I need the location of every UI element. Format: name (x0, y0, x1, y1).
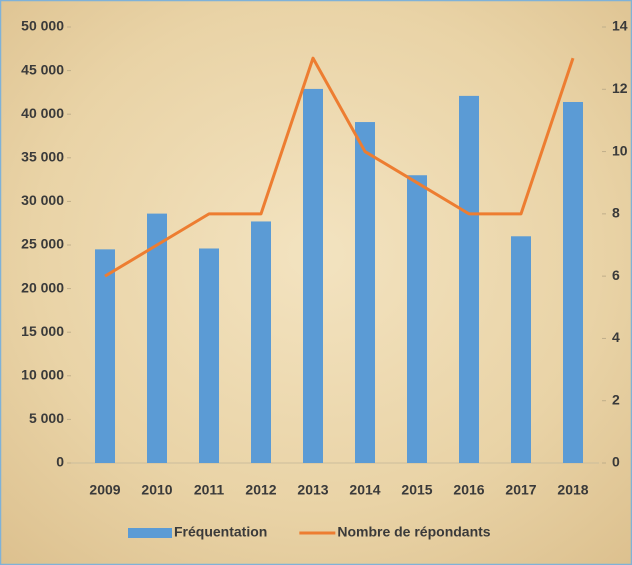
x-tick-label: 2016 (453, 482, 484, 498)
bar (407, 175, 427, 464)
x-tick-label: 2012 (245, 482, 276, 498)
bar (95, 249, 115, 463)
bar (459, 95, 479, 463)
y-tick-label: 25 000 (21, 236, 64, 252)
y-tick-label: 15 000 (21, 323, 64, 339)
x-tick-label: 2018 (557, 482, 588, 498)
y-tick-label: 10 000 (21, 367, 64, 383)
bar (355, 122, 375, 463)
x-tick-label: 2017 (505, 482, 536, 498)
x-tick-label: 2014 (349, 482, 380, 498)
y2-tick-label: 12 (612, 80, 628, 96)
bar (563, 101, 583, 463)
y2-tick-label: 14 (612, 18, 628, 34)
y2-tick-label: 2 (612, 391, 620, 407)
bar (303, 88, 323, 464)
y-tick-label: 20 000 (21, 279, 64, 295)
y-tick-label: 40 000 (21, 105, 64, 121)
legend-label: Nombre de répondants (337, 524, 490, 540)
y2-tick-label: 0 (612, 454, 620, 470)
bar (147, 213, 167, 463)
y-tick-label: 30 000 (21, 192, 64, 208)
legend-swatch (128, 528, 172, 538)
y2-tick-label: 4 (612, 329, 620, 345)
y-tick-label: 35 000 (21, 149, 64, 165)
y2-tick-label: 8 (612, 205, 620, 221)
x-tick-label: 2009 (89, 482, 120, 498)
x-tick-label: 2013 (297, 482, 328, 498)
bar (511, 236, 531, 463)
y2-tick-label: 6 (612, 267, 620, 283)
x-tick-label: 2015 (401, 482, 432, 498)
y-tick-label: 0 (56, 454, 64, 470)
y-tick-label: 50 000 (21, 18, 64, 34)
bar (199, 248, 219, 463)
line (104, 56, 575, 278)
legend-label: Fréquentation (174, 524, 267, 540)
y2-tick-label: 10 (612, 142, 628, 158)
x-tick-label: 2011 (194, 482, 225, 498)
bar (251, 221, 271, 463)
y-tick-label: 5 000 (29, 410, 64, 426)
y-tick-label: 45 000 (21, 61, 64, 77)
x-tick-label: 2010 (141, 482, 172, 498)
